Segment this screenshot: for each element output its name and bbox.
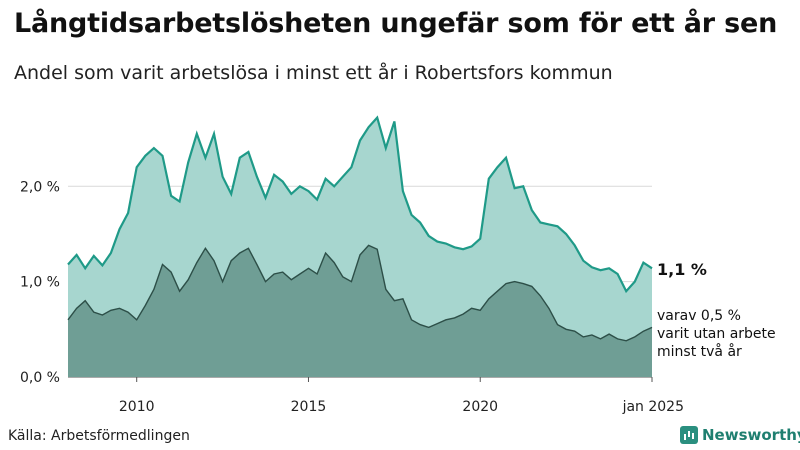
x-tick-label: 2010 [119, 399, 155, 415]
annotation-long-term-line3: minst två år [657, 343, 742, 360]
x-tick-label: 2020 [462, 399, 498, 415]
x-tick-label: 2015 [291, 399, 327, 415]
brand-name: Newsworthy [702, 426, 800, 444]
source-note: Källa: Arbetsförmedlingen [8, 428, 190, 444]
annotation-long-term-line1: varav 0,5 % [657, 308, 741, 324]
y-tick-label: 0,0 % [20, 370, 60, 386]
brand-logo: Newsworthy [680, 426, 800, 444]
x-axis-ticks: 2010 2015 2020 jan 2025 [119, 377, 684, 415]
newsworthy-logo-icon [680, 426, 698, 444]
y-axis-ticks: 0,0 % 1,0 % 2,0 % [20, 179, 60, 386]
line-long-term-unemployed [67, 244, 653, 342]
chart-title: Långtidsarbetslösheten ungefär som för e… [14, 8, 778, 39]
x-tick-label: jan 2025 [622, 399, 684, 415]
area-long-term-unemployed [68, 245, 652, 377]
chart-subtitle: Andel som varit arbetslösa i minst ett å… [14, 62, 613, 84]
y-tick-label: 1,0 % [20, 275, 60, 291]
line-total-unemployed [67, 115, 653, 294]
annotation-long-term-line2: varit utan arbete [657, 326, 776, 342]
annotation-total-value: 1,1 % [657, 260, 707, 279]
y-tick-label: 2,0 % [20, 179, 60, 195]
